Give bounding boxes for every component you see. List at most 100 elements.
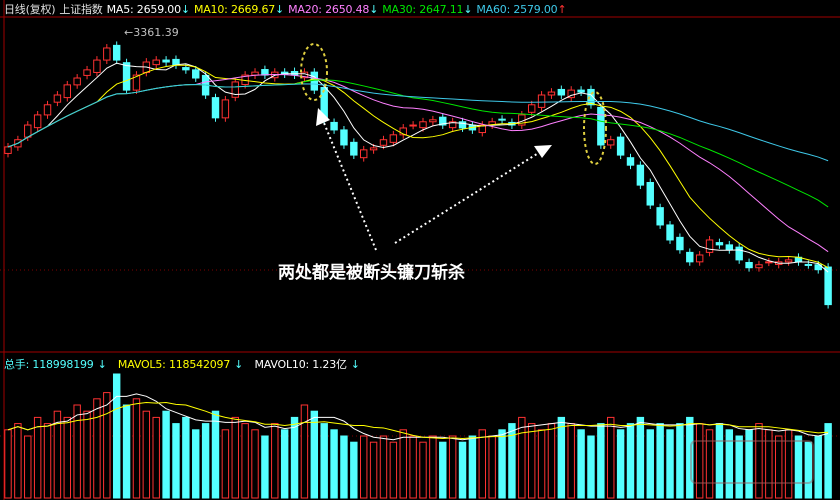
candle-up — [132, 74, 141, 91]
ma-legend-item: MA10: 2669.67↓ — [193, 3, 285, 16]
arrow-down-icon: ↓ — [234, 358, 244, 371]
volume-bar-down — [597, 423, 605, 499]
candle-up — [53, 94, 62, 103]
candle-down — [656, 207, 664, 226]
period-label: 日线(复权) — [4, 3, 56, 16]
arrow-down-icon: ↓ — [275, 3, 285, 16]
volume-bar-up — [488, 435, 496, 499]
volume-bar-down — [211, 410, 220, 499]
volume-bar-down — [182, 416, 190, 499]
candle-up — [695, 254, 704, 263]
candle-up — [389, 134, 398, 143]
volume-bar-up — [419, 441, 427, 499]
candle-down — [646, 182, 654, 206]
ma-legend-item: MA5: 2659.00↓ — [106, 3, 191, 16]
candle-down — [182, 67, 190, 71]
volume-bar-up — [409, 435, 417, 499]
volume-bar-up — [142, 410, 151, 499]
ma30-line — [7, 79, 829, 208]
candle-up — [43, 104, 52, 116]
volume-bar-down — [310, 410, 319, 499]
ma-legend-item: MA60: 2579.00↑ — [476, 3, 567, 16]
volume-bar-down — [320, 423, 328, 499]
candle-down — [745, 261, 753, 269]
candle-down — [725, 244, 734, 251]
volume-bar-down — [498, 429, 506, 499]
arrow-down-icon: ↓ — [180, 3, 190, 16]
ma-legend-item: MA20: 2650.48↓ — [288, 3, 379, 16]
volume-ma10-line — [7, 402, 829, 439]
candle-down — [676, 236, 684, 251]
candle-up — [429, 119, 437, 123]
candle-down — [804, 263, 813, 266]
volume-bar-up — [705, 429, 714, 499]
ma60-line — [7, 83, 829, 162]
candle-down — [735, 246, 743, 261]
candle-down — [350, 141, 358, 156]
volume-bar-up — [132, 398, 141, 499]
candle-up — [409, 124, 417, 127]
candle-down — [557, 88, 566, 96]
candle-down — [211, 97, 220, 119]
volume-bar-up — [607, 416, 615, 499]
total-volume: 总手: 118998199 ↓ — [4, 358, 111, 371]
volume-bar-down — [636, 416, 645, 499]
volume-bar-down — [616, 429, 625, 499]
volume-bar-up — [775, 435, 783, 499]
volume-bar-down — [508, 423, 516, 499]
high-price-marker: ←3361.39 — [124, 26, 179, 39]
volume-bar-up — [429, 435, 437, 499]
volume-bar-down — [112, 373, 121, 499]
candle-down — [715, 242, 724, 246]
arrow-down-icon: ↓ — [463, 3, 473, 16]
candle-down — [824, 266, 832, 306]
volume-bar-down — [340, 435, 348, 499]
candle-up — [369, 147, 378, 151]
candle-down — [814, 264, 822, 271]
volume-bar-up — [527, 423, 536, 499]
candle-down — [112, 44, 121, 61]
volume-bar-down — [656, 423, 664, 499]
volume-bar-up — [547, 423, 556, 499]
ma-legend: MA5: 2659.00↓ MA10: 2669.67↓ MA20: 2650.48… — [107, 3, 571, 16]
volume-bar-up — [251, 429, 259, 499]
volume-bar-up — [567, 423, 575, 499]
volume-bar-down — [468, 435, 477, 499]
volume-bar-down — [646, 429, 654, 499]
candle-down — [340, 129, 348, 146]
mavol5: MAVOL5: 118542097 ↓ — [118, 358, 247, 371]
volume-bar-up — [241, 423, 249, 499]
arrow-down-icon: ↓ — [369, 3, 379, 16]
volume-bar-down — [725, 429, 734, 499]
candle-up — [448, 121, 457, 129]
volume-bar-down — [794, 435, 803, 499]
volume-bar-up — [4, 429, 12, 499]
candle-down — [310, 71, 319, 91]
watermark-logo — [690, 440, 814, 484]
candle-up — [419, 121, 427, 129]
symbol-label: 上证指数 — [59, 3, 103, 16]
mavol10: MAVOL10: 1.23亿 ↓ — [254, 358, 363, 371]
candle-down — [616, 136, 625, 156]
candle-up — [527, 104, 536, 113]
candle-up — [33, 114, 42, 129]
volume-bar-up — [231, 416, 239, 499]
candle-up — [93, 59, 101, 73]
high-price-text: 3361.39 — [133, 26, 179, 39]
volume-bar-down — [587, 435, 595, 499]
volume-bar-up — [399, 429, 407, 499]
volume-bar-down — [824, 423, 832, 499]
volume-bar-up — [360, 435, 368, 499]
candle-down — [192, 69, 200, 79]
annotation-arrow — [321, 117, 377, 251]
candle-up — [231, 81, 239, 98]
candle-up — [784, 259, 793, 263]
candle-up — [547, 91, 556, 96]
volume-bar-down — [626, 423, 635, 499]
candle-up — [765, 261, 773, 264]
ma-legend-item: MA30: 2647.11↓ — [382, 3, 473, 16]
volume-bar-down — [280, 429, 289, 499]
volume-bar-up — [93, 398, 101, 499]
volume-bar-up — [369, 441, 378, 499]
